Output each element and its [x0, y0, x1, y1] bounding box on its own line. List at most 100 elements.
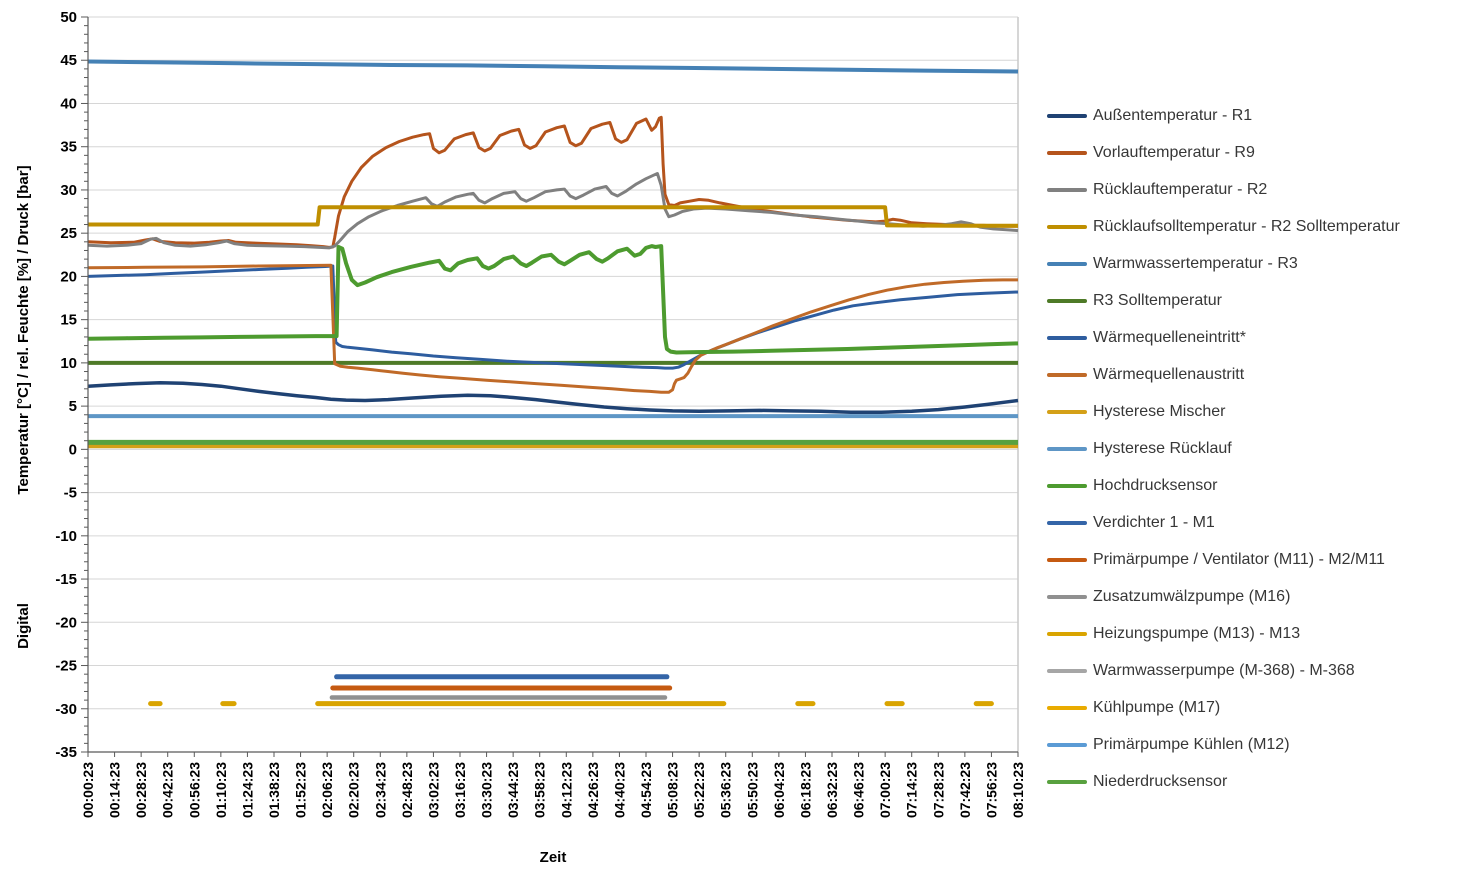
legend-swatch — [1047, 298, 1087, 303]
x-axis-tick-label: 01:52:23 — [293, 762, 309, 818]
x-axis-tick-label: 00:42:23 — [160, 762, 176, 818]
legend-item-aussentemperatur-r1[interactable]: Außentemperatur - R1 — [1047, 97, 1467, 134]
x-axis-tick-label: 05:50:23 — [744, 762, 760, 818]
legend-label: Primärpumpe Kühlen (M12) — [1093, 735, 1290, 753]
legend-label: Niederdrucksensor — [1093, 772, 1228, 790]
y-axis-tick-label: -20 — [55, 614, 77, 631]
axis-layer: -35 -30 -25 -20 -15 -10 -5 0 5 10 15 20 25 30 35 40 45 50… — [55, 9, 1026, 818]
x-axis-tick-label: 07:56:23 — [983, 762, 999, 818]
legend-label: Zusatzumwälzpumpe (M16) — [1093, 587, 1291, 605]
legend-label: Wärmequellenaustritt — [1093, 365, 1245, 383]
x-axis-tick-label: 06:18:23 — [797, 762, 813, 818]
y-axis-tick-label: 50 — [60, 9, 77, 26]
legend-swatch — [1047, 520, 1087, 525]
legend-item-primaerpumpe-ventilator[interactable]: Primärpumpe / Ventilator (M11) - M2/M11 — [1047, 541, 1467, 578]
x-axis-tick-label: 04:26:23 — [585, 762, 601, 818]
series-line-3[interactable] — [87, 172, 1019, 250]
legend-item-ruecklaufsolltemperatur[interactable]: Rücklaufsolltemperatur - R2 Solltemperat… — [1047, 208, 1467, 245]
x-axis-tick-label: 04:54:23 — [638, 762, 654, 818]
legend-item-primaerpumpe-kuehlen[interactable]: Primärpumpe Kühlen (M12) — [1047, 726, 1467, 763]
x-axis-tick-label: 04:12:23 — [558, 762, 574, 818]
x-axis-tick-label: 06:46:23 — [851, 762, 867, 818]
legend-swatch — [1047, 594, 1087, 599]
x-axis-tick-label: 06:04:23 — [771, 762, 787, 818]
legend-label: Hochdrucksensor — [1093, 476, 1218, 494]
x-axis-tick-label: 03:58:23 — [532, 762, 548, 818]
legend-swatch — [1047, 113, 1087, 118]
y-axis-tick-label: 25 — [60, 225, 77, 242]
legend-item-warmwasserpumpe[interactable]: Warmwasserpumpe (M-368) - M-368 — [1047, 652, 1467, 689]
legend-swatch — [1047, 742, 1087, 747]
legend-swatch — [1047, 409, 1087, 414]
x-axis-tick-label: 08:10:23 — [1010, 762, 1026, 818]
legend-swatch — [1047, 446, 1087, 451]
series-line-5[interactable] — [87, 59, 1019, 74]
x-axis-tick-label: 03:30:23 — [479, 762, 495, 818]
legend-swatch — [1047, 335, 1087, 340]
x-axis-tick-label: 04:40:23 — [611, 762, 627, 818]
series-line-7[interactable] — [87, 264, 1019, 370]
y-axis-tick-label: -5 — [64, 485, 77, 502]
y-axis-tick-label: 20 — [60, 268, 77, 285]
legend-item-warmwassertemperatur-r3[interactable]: Warmwassertemperatur - R3 — [1047, 245, 1467, 282]
series-line-11[interactable] — [87, 244, 1019, 355]
legend-item-zusatzumwaelzpumpe[interactable]: Zusatzumwälzpumpe (M16) — [1047, 578, 1467, 615]
legend-swatch — [1047, 779, 1087, 784]
series-line-4[interactable] — [88, 205, 1018, 228]
x-axis-tick-label: 01:10:23 — [213, 762, 229, 818]
legend-item-niederdrucksensor[interactable]: Niederdrucksensor — [1047, 763, 1467, 800]
legend-swatch — [1047, 705, 1087, 710]
legend-label: R3 Solltemperatur — [1093, 291, 1222, 309]
y-axis-tick-label: 40 — [60, 95, 77, 112]
x-axis-tick-label: 00:00:23 — [80, 762, 96, 818]
y-axis-tick-label: 15 — [60, 312, 77, 329]
x-axis-tick-label: 05:36:23 — [718, 762, 734, 818]
legend-swatch — [1047, 187, 1087, 192]
legend-item-heizungspumpe[interactable]: Heizungspumpe (M13) - M13 — [1047, 615, 1467, 652]
legend-swatch — [1047, 557, 1087, 562]
y-axis-tick-label: -10 — [55, 528, 77, 545]
y-axis-tick-label: 0 — [69, 441, 77, 458]
series-line-1[interactable] — [87, 381, 1019, 414]
legend-item-vorlauftemperatur-r9[interactable]: Vorlauftemperatur - R9 — [1047, 134, 1467, 171]
legend-item-waermequellenaustritt[interactable]: Wärmequellenaustritt — [1047, 356, 1467, 393]
legend-item-hochdrucksensor[interactable]: Hochdrucksensor — [1047, 467, 1467, 504]
legend-label: Primärpumpe / Ventilator (M11) - M2/M11 — [1093, 550, 1385, 568]
legend-label: Hysterese Mischer — [1093, 402, 1226, 420]
x-axis-tick-label: 00:14:23 — [107, 762, 123, 818]
legend-swatch — [1047, 668, 1087, 673]
x-axis-tick-label: 07:14:23 — [904, 762, 920, 818]
legend-item-ruecklauftemperatur-r2[interactable]: Rücklauftemperatur - R2 — [1047, 171, 1467, 208]
legend-item-verdichter-1-m1[interactable]: Verdichter 1 - M1 — [1047, 504, 1467, 541]
legend-item-hysterese-mischer[interactable]: Hysterese Mischer — [1047, 393, 1467, 430]
x-axis-tick-label: 06:32:23 — [824, 762, 840, 818]
legend-item-hysterese-ruecklauf[interactable]: Hysterese Rücklauf — [1047, 430, 1467, 467]
legend-swatch — [1047, 631, 1087, 636]
legend-item-r3-solltemperatur[interactable]: R3 Solltemperatur — [1047, 282, 1467, 319]
y-axis-tick-label: -25 — [55, 658, 77, 675]
legend-swatch — [1047, 150, 1087, 155]
y-axis-tick-label: -35 — [55, 744, 77, 761]
y-axis-tick-label: 5 — [69, 398, 77, 415]
x-axis-tick-label: 03:16:23 — [452, 762, 468, 818]
legend-item-waermequelleneintritt[interactable]: Wärmequelleneintritt* — [1047, 319, 1467, 356]
legend-swatch — [1047, 224, 1087, 229]
x-axis-tick-label: 01:24:23 — [239, 762, 255, 818]
legend-label: Verdichter 1 - M1 — [1093, 513, 1215, 531]
legend-label: Heizungspumpe (M13) - M13 — [1093, 624, 1301, 642]
x-axis-tick-label: 00:56:23 — [186, 762, 202, 818]
legend-label: Kühlpumpe (M17) — [1093, 698, 1221, 716]
x-axis-tick-label: 03:02:23 — [425, 762, 441, 818]
series-line-2[interactable] — [87, 115, 1018, 249]
y-axis-tick-label: 10 — [60, 355, 77, 372]
x-axis-tick-label: 07:28:23 — [930, 762, 946, 818]
chart-legend: Außentemperatur - R1 Vorlauftemperatur -… — [1047, 97, 1467, 800]
legend-item-kuehlpumpe[interactable]: Kühlpumpe (M17) — [1047, 689, 1467, 726]
legend-label: Vorlauftemperatur - R9 — [1093, 143, 1255, 161]
series-line-8[interactable] — [87, 263, 1018, 394]
legend-swatch — [1047, 483, 1087, 488]
legend-label: Warmwassertemperatur - R3 — [1093, 254, 1298, 272]
legend-label: Wärmequelleneintritt* — [1093, 328, 1246, 346]
